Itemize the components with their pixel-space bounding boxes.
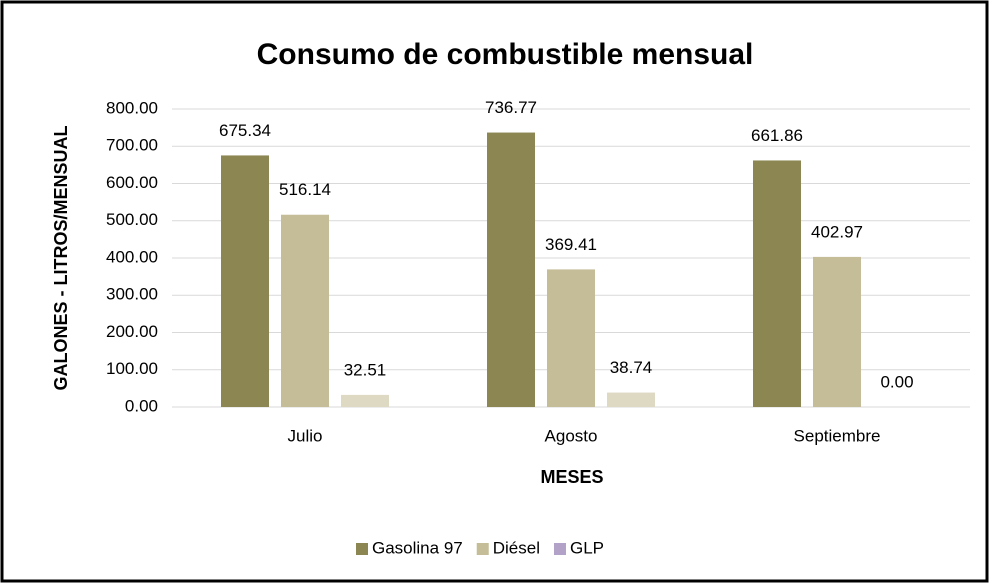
y-tick-label: 200.00 (106, 322, 158, 341)
bar (487, 132, 535, 408)
y-tick-label: 700.00 (106, 136, 158, 155)
legend-swatch (476, 543, 489, 555)
data-label: 38.74 (610, 358, 653, 377)
legend-swatch (553, 543, 566, 555)
data-label: 402.97 (811, 222, 863, 241)
y-tick-label: 0.00 (125, 396, 158, 415)
y-axis-label: GALONES - LITROS/MENSUAL (51, 125, 71, 390)
y-tick-label: 600.00 (106, 173, 158, 192)
data-label: 369.41 (545, 235, 597, 254)
y-tick-label: 100.00 (106, 359, 158, 378)
bar (341, 394, 389, 407)
bar (221, 155, 269, 407)
bar (607, 392, 655, 407)
y-tick-label: 400.00 (106, 247, 158, 266)
legend-label: GLP (570, 538, 604, 557)
data-label: 516.14 (279, 180, 331, 199)
legend-swatch (356, 543, 368, 555)
x-tick-label: Agosto (545, 426, 598, 445)
bar (753, 160, 801, 407)
data-label: 661.86 (751, 126, 803, 145)
bar (547, 269, 595, 407)
y-tick-label: 300.00 (106, 285, 158, 304)
data-label: 736.77 (485, 98, 537, 117)
legend-label: Gasolina 97 (372, 538, 463, 557)
x-tick-label: Septiembre (794, 426, 881, 445)
x-axis-label: MESES (540, 467, 603, 487)
bar (281, 214, 329, 407)
data-label: 0.00 (880, 372, 913, 391)
bar (813, 256, 861, 407)
data-label: 32.51 (344, 360, 387, 379)
y-tick-label: 800.00 (106, 98, 158, 117)
x-tick-label: Julio (288, 426, 323, 445)
chart-title: Consumo de combustible mensual (257, 38, 754, 71)
y-tick-label: 500.00 (106, 210, 158, 229)
data-label: 675.34 (219, 121, 271, 140)
legend-label: Diésel (493, 538, 540, 557)
